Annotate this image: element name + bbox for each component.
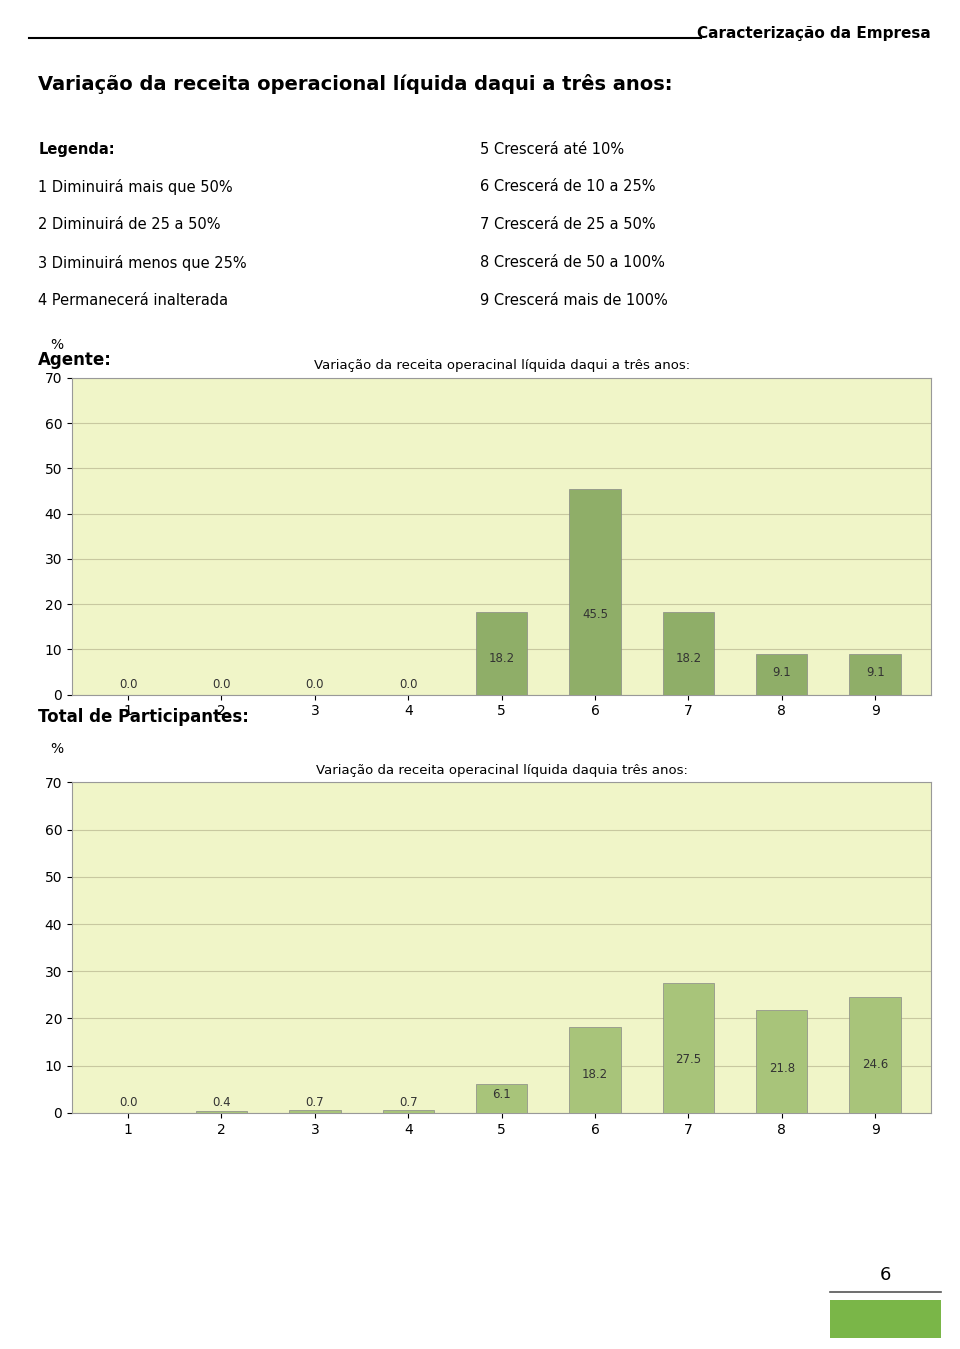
Text: Agente:: Agente: — [38, 351, 112, 368]
Text: 0.0: 0.0 — [399, 679, 418, 691]
Bar — [476, 1085, 527, 1113]
Text: 0.7: 0.7 — [305, 1097, 324, 1109]
Text: 2 Diminuirá de 25 a 50%: 2 Diminuirá de 25 a 50% — [38, 217, 221, 232]
Bar — [569, 488, 621, 695]
Text: 9.1: 9.1 — [773, 666, 791, 679]
Text: 18.2: 18.2 — [489, 652, 515, 665]
Text: 6 Crescerá de 10 a 25%: 6 Crescerá de 10 a 25% — [480, 179, 656, 194]
Bar — [382, 1110, 434, 1113]
Text: Legenda:: Legenda: — [38, 142, 115, 156]
Text: 4 Permanecerá inalterada: 4 Permanecerá inalterada — [38, 293, 228, 308]
Text: %: % — [51, 742, 63, 755]
Bar — [850, 997, 900, 1113]
Text: 8 Crescerá de 50 a 100%: 8 Crescerá de 50 a 100% — [480, 255, 665, 270]
Text: 9 Crescerá mais de 100%: 9 Crescerá mais de 100% — [480, 293, 668, 308]
Bar — [662, 612, 714, 695]
Text: 21.8: 21.8 — [769, 1063, 795, 1075]
Bar — [662, 983, 714, 1113]
Text: 5 Crescerá até 10%: 5 Crescerá até 10% — [480, 142, 624, 156]
Text: 0.4: 0.4 — [212, 1097, 230, 1109]
Text: 6: 6 — [879, 1267, 891, 1284]
Bar — [289, 1110, 341, 1113]
Bar — [756, 653, 807, 695]
Text: Caracterização da Empresa: Caracterização da Empresa — [698, 26, 931, 42]
Text: Variação da receita operacional líquida daqui a três anos:: Variação da receita operacional líquida … — [38, 74, 673, 94]
Text: 1 Diminuirá mais que 50%: 1 Diminuirá mais que 50% — [38, 179, 233, 196]
Text: 24.6: 24.6 — [862, 1058, 888, 1071]
Bar — [476, 612, 527, 695]
Text: 6.1: 6.1 — [492, 1089, 511, 1101]
Text: 0.0: 0.0 — [119, 1097, 137, 1109]
Text: 3 Diminuirá menos que 25%: 3 Diminuirá menos que 25% — [38, 255, 247, 271]
Text: 0.0: 0.0 — [119, 679, 137, 691]
Text: 9.1: 9.1 — [866, 666, 884, 679]
Text: %: % — [51, 339, 63, 352]
Bar — [569, 1027, 621, 1113]
Title: Variação da receita operacinal líquida daquia três anos:: Variação da receita operacinal líquida d… — [316, 764, 687, 777]
Text: 18.2: 18.2 — [582, 1068, 608, 1082]
Text: 27.5: 27.5 — [675, 1054, 702, 1066]
Bar — [850, 653, 900, 695]
Title: Variação da receita operacinal líquida daqui a três anos:: Variação da receita operacinal líquida d… — [314, 359, 689, 372]
Text: 18.2: 18.2 — [675, 652, 702, 665]
Text: Total de Participantes:: Total de Participantes: — [38, 708, 250, 726]
Text: 0.7: 0.7 — [399, 1097, 418, 1109]
Text: 45.5: 45.5 — [582, 608, 608, 622]
Bar — [196, 1112, 247, 1113]
Text: 0.0: 0.0 — [305, 679, 324, 691]
Text: 0.0: 0.0 — [212, 679, 230, 691]
Text: 7 Crescerá de 25 a 50%: 7 Crescerá de 25 a 50% — [480, 217, 656, 232]
Bar — [756, 1010, 807, 1113]
